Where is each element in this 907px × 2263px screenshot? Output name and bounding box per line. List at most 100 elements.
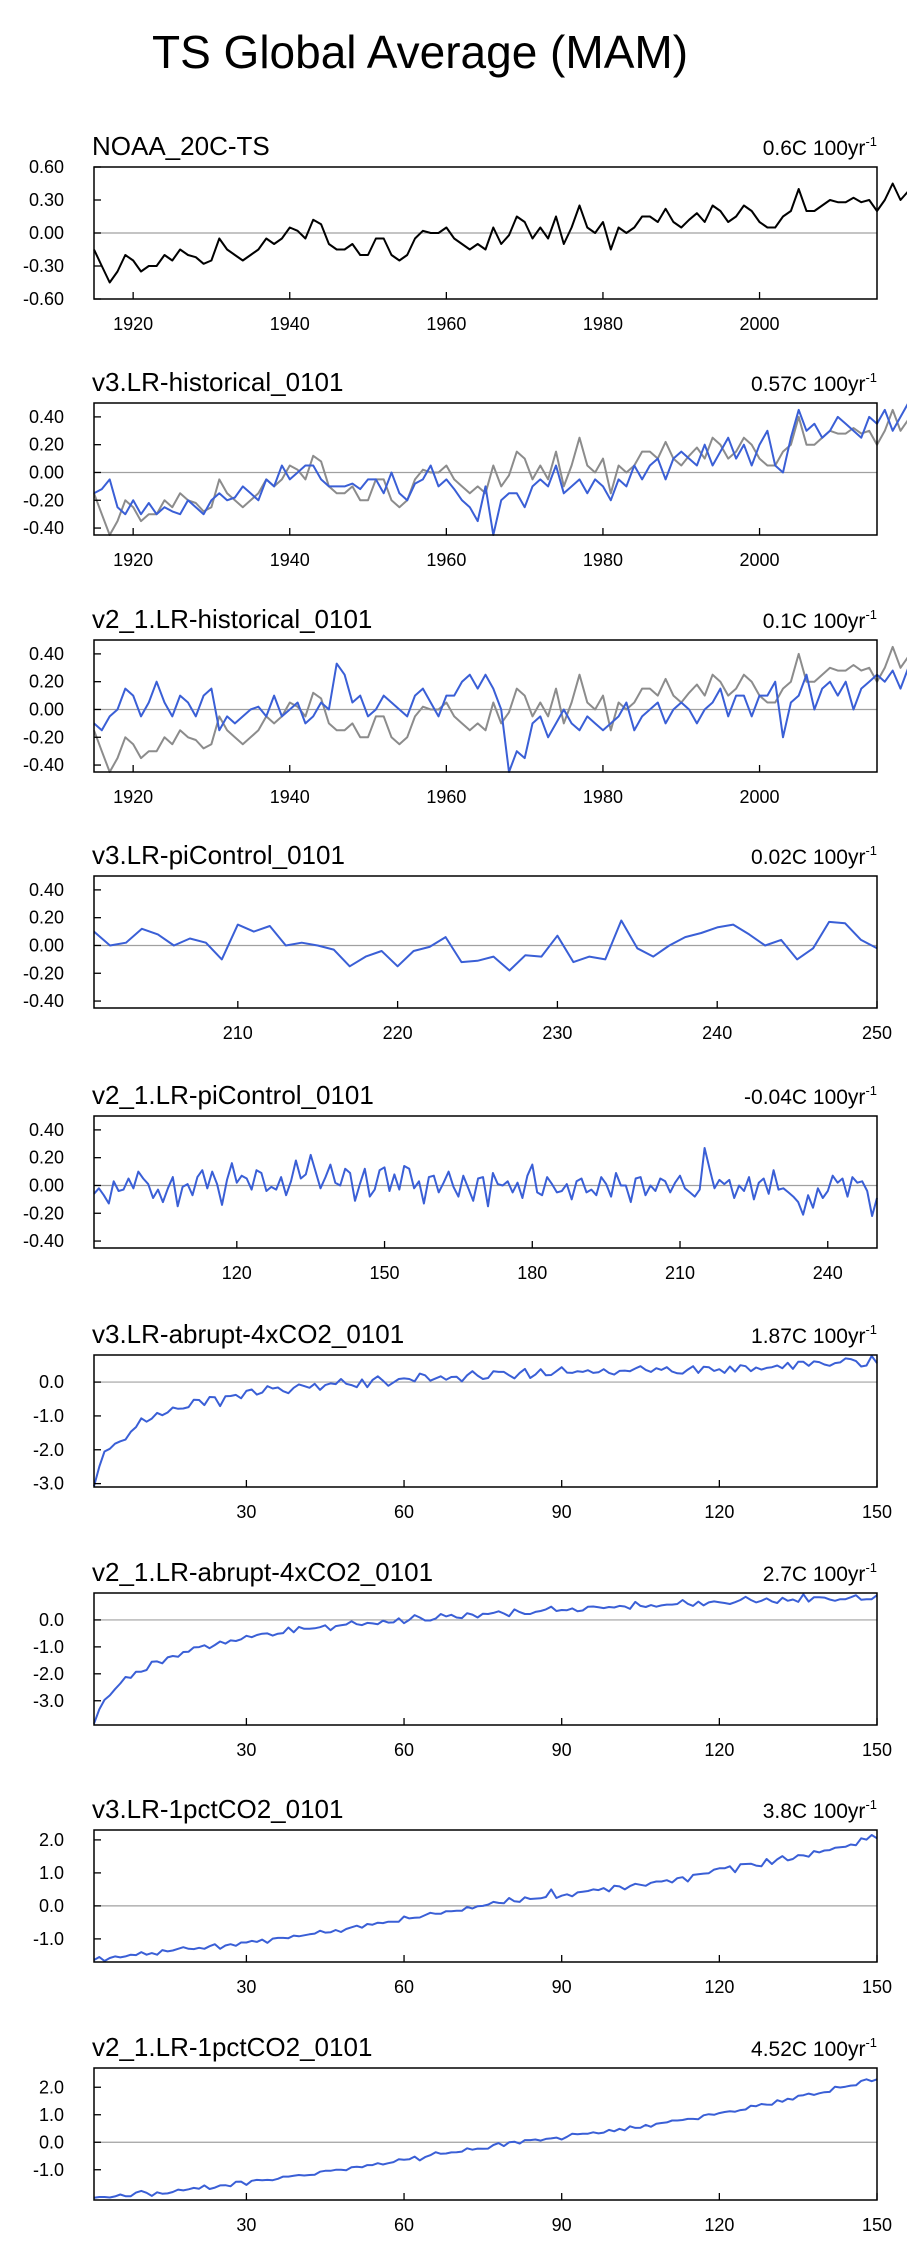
panel-title: v2_1.LR-abrupt-4xCO2_0101 [92,1557,433,1587]
chart-panel: v3.LR-historical_0101 0.57C 100yr-1 -0.40 -… [23,367,907,570]
x-tick-label: 240 [702,1023,732,1043]
x-tick-label: 1920 [113,550,153,570]
y-tick-label: -0.20 [23,490,64,510]
y-tick-label: -1.0 [33,1406,64,1426]
y-tick-label: -2.0 [33,1664,64,1684]
plot-frame [93,639,878,773]
x-tick-label: 120 [704,2215,734,2235]
x-tick-label: 30 [236,2215,256,2235]
series-line [93,662,907,773]
trend-label: 0.57C 100yr-1 [751,370,877,396]
x-tick-label: 120 [704,1502,734,1522]
x-tick-label: 90 [552,2215,572,2235]
x-tick-label: 230 [542,1023,572,1043]
y-tick-label: 0.00 [29,462,64,482]
x-tick-label: 2000 [740,314,780,334]
x-tick-label: 1960 [426,314,466,334]
x-tick-label: 90 [552,1502,572,1522]
x-tick-label: 150 [370,1263,400,1283]
y-tick-label: -1.0 [33,1637,64,1657]
chart-panel: v3.LR-abrupt-4xCO2_0101 1.87C 100yr-1 -3.0… [33,1319,892,1522]
y-tick-label: 0.00 [29,699,64,719]
y-tick-label: -3.0 [33,1474,64,1494]
trend-label: 0.02C 100yr-1 [751,843,877,869]
panel-title: v3.LR-historical_0101 [92,367,343,397]
series-line [93,182,907,284]
y-tick-label: 0.00 [29,1175,64,1195]
y-tick-label: -1.0 [33,2160,64,2180]
x-tick-label: 150 [862,1740,892,1760]
x-tick-label: 240 [813,1263,843,1283]
y-tick-label: 0.20 [29,672,64,692]
y-tick-label: 0.00 [29,935,64,955]
x-tick-label: 90 [552,1977,572,1997]
y-tick-label: 2.0 [39,1830,64,1850]
x-tick-label: 1940 [270,550,310,570]
y-tick-label: 0.20 [29,908,64,928]
chart-panel: v2_1.LR-1pctCO2_0101 4.52C 100yr-1 -1.0 0.0… [33,2032,892,2235]
y-tick-label: 0.0 [39,2132,64,2152]
y-tick-label: -0.20 [23,1203,64,1223]
panel-title: v2_1.LR-piControl_0101 [92,1080,374,1110]
x-tick-label: 30 [236,1977,256,1997]
trend-label: 0.1C 100yr-1 [763,607,877,633]
plot-frame [93,1115,878,1249]
x-tick-label: 150 [862,1977,892,1997]
y-tick-label: 0.0 [39,1896,64,1916]
plot-frame [93,2067,878,2201]
y-tick-label: 0.40 [29,880,64,900]
y-tick-label: 0.00 [29,223,64,243]
x-tick-label: 250 [862,1023,892,1043]
series-line [93,1355,878,1487]
panel-title: v3.LR-1pctCO2_0101 [92,1794,343,1824]
panel-title: v2_1.LR-historical_0101 [92,604,372,634]
x-tick-label: 220 [383,1023,413,1043]
y-tick-label: 0.0 [39,1372,64,1392]
x-tick-label: 60 [394,1977,414,1997]
y-tick-label: -0.40 [23,991,64,1011]
y-tick-label: -2.0 [33,1440,64,1460]
plot-frame [93,1592,878,1726]
x-tick-label: 150 [862,2215,892,2235]
y-tick-label: 0.60 [29,157,64,177]
y-tick-label: 0.20 [29,1148,64,1168]
panel-title: v3.LR-abrupt-4xCO2_0101 [92,1319,404,1349]
y-tick-label: 0.0 [39,1610,64,1630]
chart-panel: v2_1.LR-abrupt-4xCO2_0101 2.7C 100yr-1 -3.… [33,1557,892,1760]
x-tick-label: 150 [862,1502,892,1522]
y-tick-label: 0.20 [29,435,64,455]
x-tick-label: 210 [223,1023,253,1043]
chart-panel: v2_1.LR-historical_0101 0.1C 100yr-1 -0.40… [23,604,907,807]
x-tick-label: 1980 [583,314,623,334]
x-tick-label: 60 [394,2215,414,2235]
y-tick-label: -0.20 [23,727,64,747]
y-tick-label: 1.0 [39,2105,64,2125]
plot-frame [93,1354,878,1488]
trend-label: 1.87C 100yr-1 [751,1322,877,1348]
x-tick-label: 30 [236,1502,256,1522]
series-line [93,403,907,536]
panel-title: v3.LR-piControl_0101 [92,840,345,870]
x-tick-label: 120 [222,1263,252,1283]
y-tick-label: -0.40 [23,755,64,775]
x-tick-label: 2000 [740,787,780,807]
y-tick-label: -1.0 [33,1929,64,1949]
y-tick-label: 1.0 [39,1863,64,1883]
x-tick-label: 2000 [740,550,780,570]
figure-title: TS Global Average (MAM) [152,26,688,78]
series-line [93,408,907,536]
y-tick-label: -0.30 [23,256,64,276]
panel-title: NOAA_20C-TS [92,131,270,161]
x-tick-label: 120 [704,1740,734,1760]
chart-panel: v3.LR-piControl_0101 0.02C 100yr-1 -0.40 -0… [23,840,892,1043]
x-tick-label: 1980 [583,787,623,807]
trend-label: 0.6C 100yr-1 [763,134,877,160]
x-tick-label: 210 [665,1263,695,1283]
y-tick-label: 0.30 [29,190,64,210]
x-tick-label: 1980 [583,550,623,570]
series-line [93,919,878,972]
chart-panel: v2_1.LR-piControl_0101 -0.04C 100yr-1 -0.4… [23,1080,878,1283]
y-tick-label: -3.0 [33,1691,64,1711]
y-tick-label: 0.40 [29,1120,64,1140]
